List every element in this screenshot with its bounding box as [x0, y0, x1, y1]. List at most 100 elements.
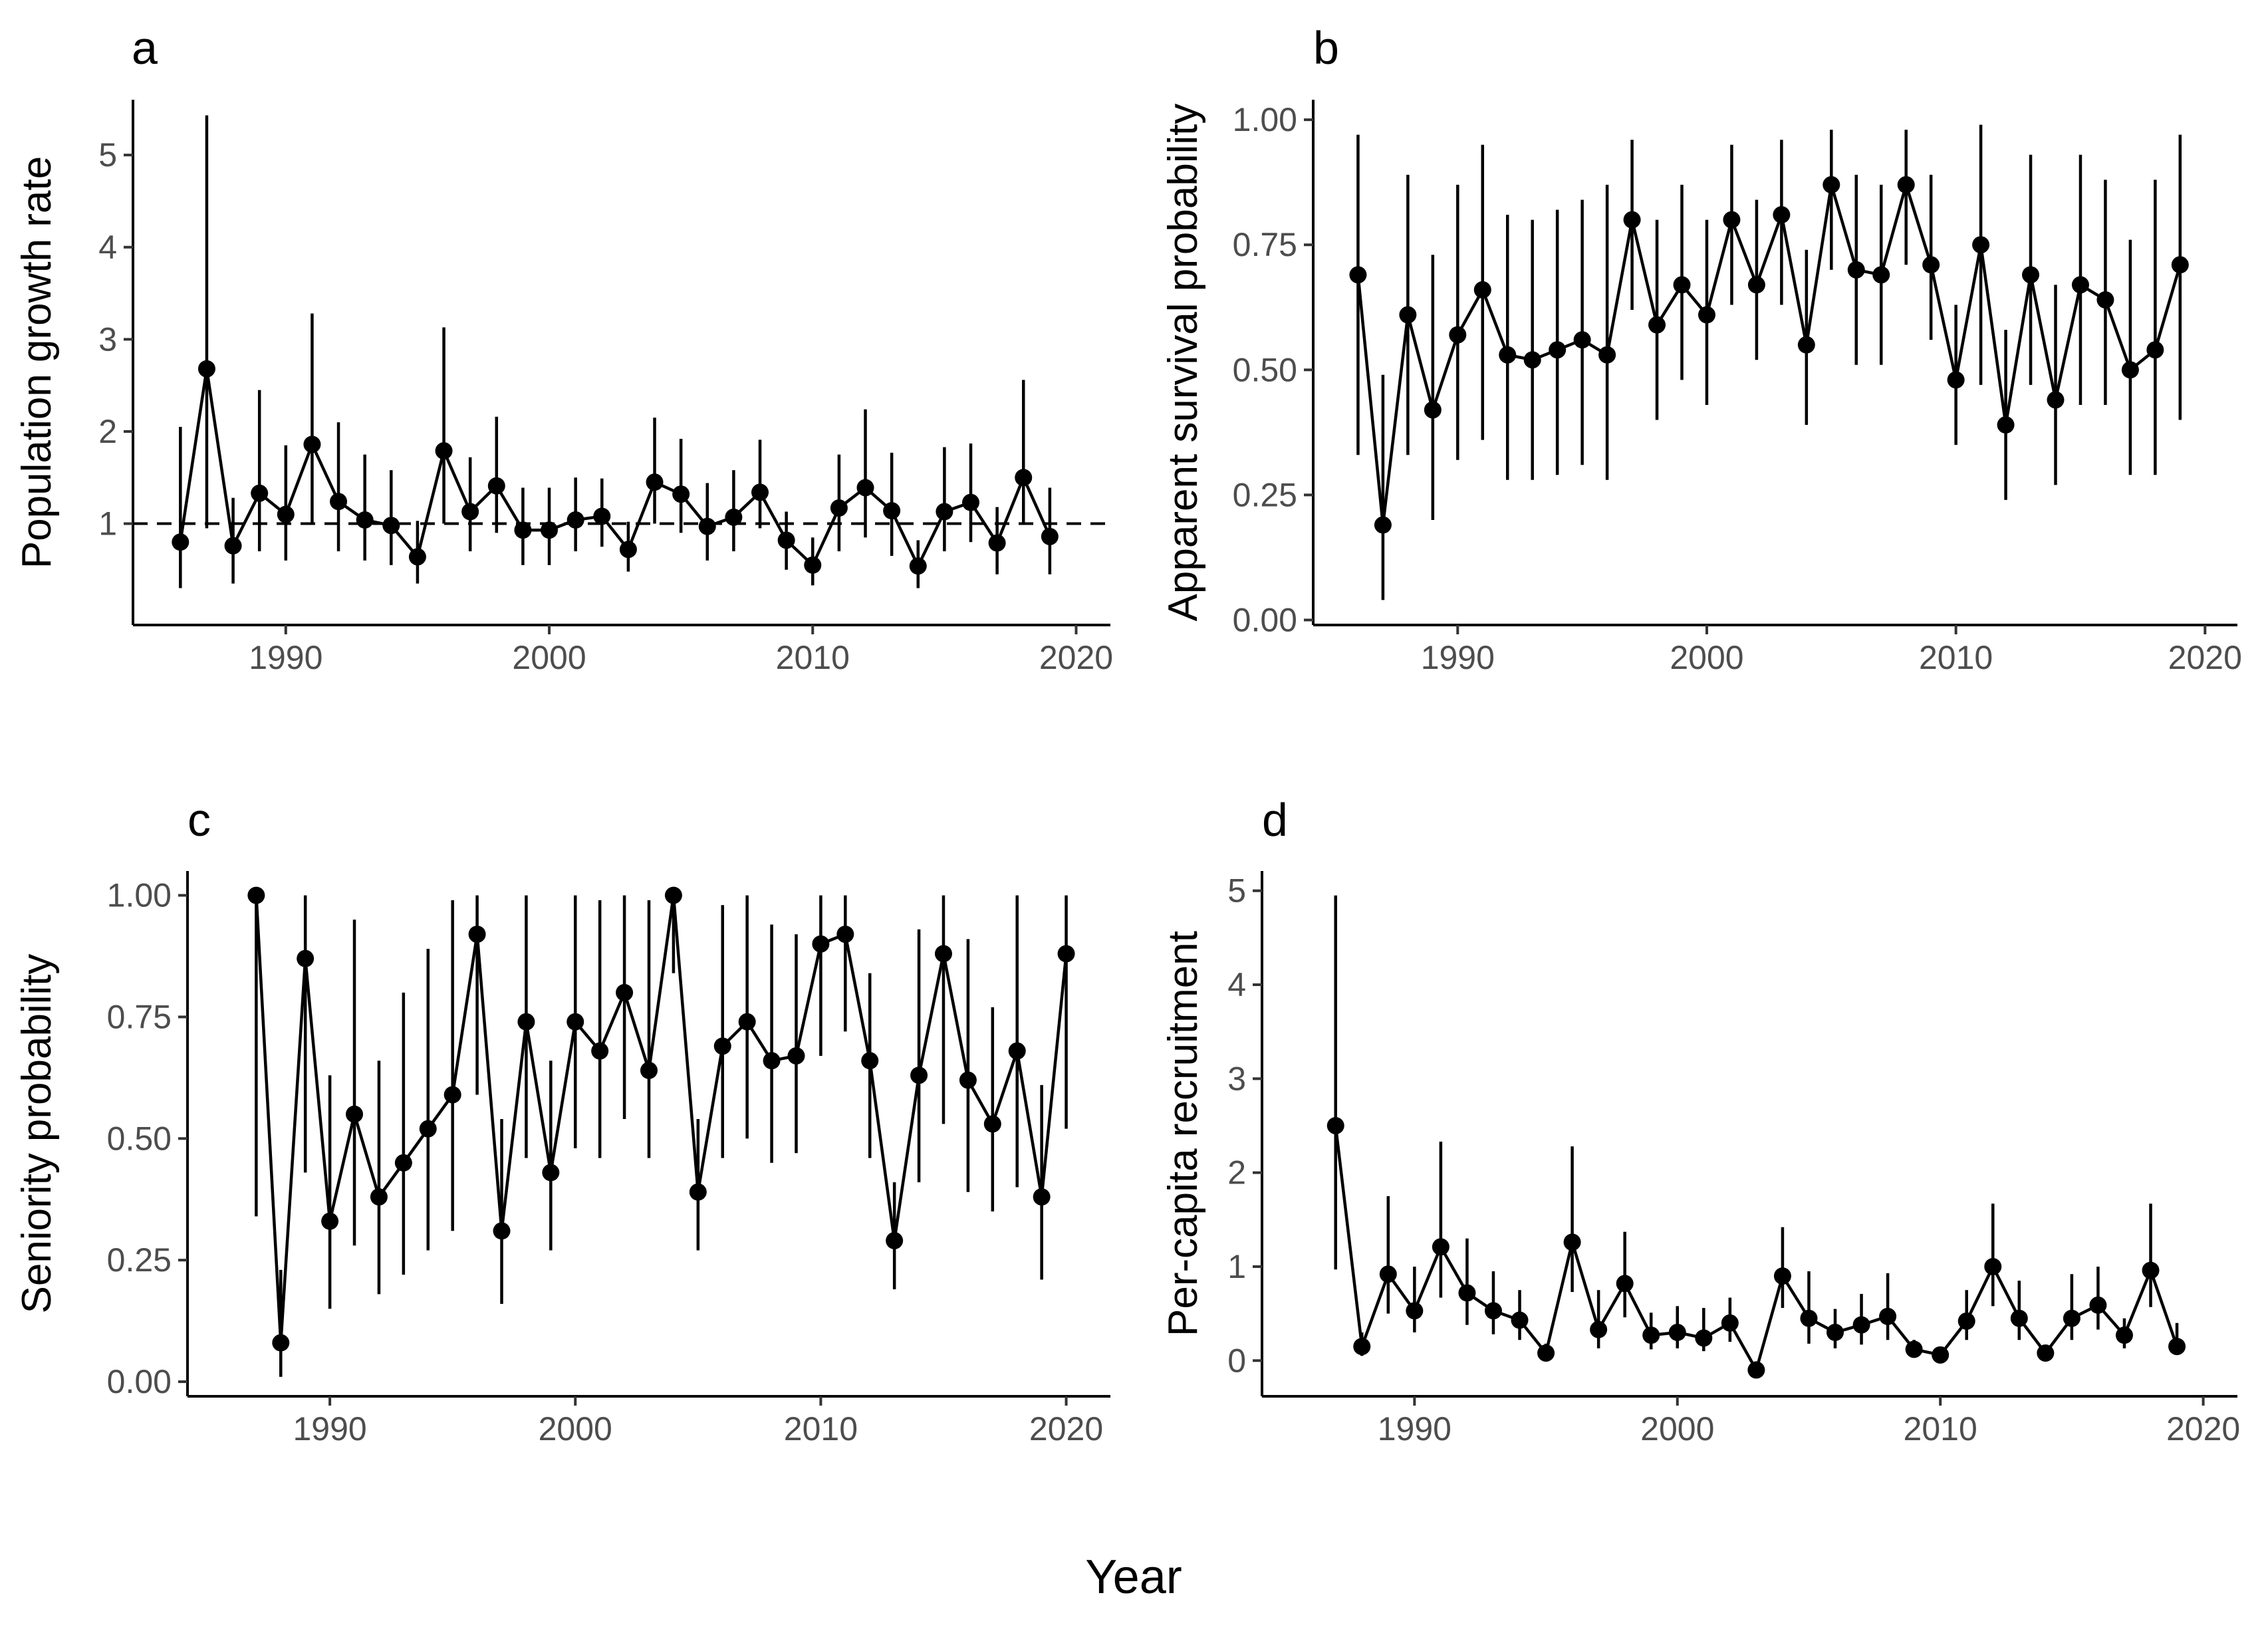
c-data-point: [763, 1052, 781, 1070]
b-data-point: [1797, 336, 1815, 354]
b-data-point: [1424, 401, 1442, 419]
b-data-point: [2096, 291, 2114, 309]
b-data-point: [1972, 236, 1990, 254]
a-data-point: [514, 521, 532, 539]
b-data-point: [1698, 306, 1715, 324]
c-data-point: [272, 1334, 290, 1352]
c-y-tick-label: 0.50: [107, 1120, 172, 1157]
panel-c-letter: c: [188, 794, 211, 846]
d-data-point: [2115, 1326, 2133, 1344]
d-data-point: [1642, 1326, 1660, 1344]
b-data-point: [1473, 281, 1491, 299]
d-y-tick-label: 4: [1227, 966, 1246, 1003]
c-data-point: [787, 1047, 805, 1065]
b-data-point: [1897, 176, 1915, 193]
d-data-point: [1511, 1311, 1529, 1329]
a-data-point: [487, 477, 505, 495]
b-data-point: [2071, 276, 2089, 294]
a-data-point: [988, 534, 1006, 552]
c-y-axis-title: Seniority probability: [14, 953, 60, 1313]
a-data-point: [962, 493, 979, 511]
b-data-point: [1947, 371, 1965, 389]
d-data-point: [1747, 1361, 1765, 1379]
a-data-point: [725, 508, 743, 526]
c-data-point: [419, 1120, 437, 1138]
d-x-tick-label: 2000: [1640, 1410, 1714, 1447]
d-data-point: [1563, 1233, 1581, 1251]
c-data-point: [836, 926, 854, 943]
a-data-point: [197, 360, 215, 378]
a-data-point: [303, 436, 321, 453]
b-data-point: [1922, 256, 1940, 274]
c-data-point: [983, 1115, 1001, 1133]
panel-a-letter: a: [132, 22, 158, 74]
b-data-point: [1773, 206, 1791, 224]
c-data-point: [640, 1061, 658, 1079]
a-y-tick-label: 2: [98, 413, 117, 450]
b-x-tick-label: 2020: [2168, 639, 2242, 676]
d-y-tick-label: 5: [1227, 872, 1246, 910]
b-data-point: [1997, 416, 2015, 434]
c-data-point: [493, 1222, 511, 1240]
c-data-point: [517, 1013, 535, 1031]
d-data-point: [1721, 1314, 1739, 1332]
d-data-point: [1537, 1344, 1555, 1362]
b-x-tick-label: 2000: [1670, 639, 1743, 676]
a-data-point: [330, 493, 348, 511]
d-y-tick-label: 2: [1227, 1154, 1246, 1192]
d-x-tick-label: 2020: [2166, 1410, 2240, 1447]
b-y-axis-title: Apparent survival probability: [1160, 104, 1206, 622]
a-x-tick-label: 2000: [512, 639, 586, 676]
a-data-point: [830, 499, 848, 517]
d-x-tick-label: 1990: [1378, 1410, 1451, 1447]
d-y-axis-title: Per-capita recruitment: [1160, 931, 1206, 1336]
b-data-point: [1847, 261, 1865, 279]
b-data-point: [1399, 306, 1417, 324]
b-series-line: [1356, 179, 2182, 525]
a-x-tick-label: 2020: [1039, 639, 1113, 676]
d-data-point: [1827, 1323, 1844, 1341]
c-data-point: [1057, 945, 1075, 963]
a-data-point: [672, 485, 690, 503]
b-data-point: [2146, 341, 2164, 359]
c-x-tick-label: 1990: [293, 1410, 366, 1447]
c-data-point: [247, 886, 265, 904]
b-x-tick-label: 2010: [1919, 639, 1993, 676]
c-data-point: [1008, 1042, 1026, 1060]
a-data-point: [461, 503, 479, 521]
a-data-point: [1015, 469, 1033, 487]
a-data-point: [408, 548, 426, 566]
a-data-point: [751, 483, 769, 501]
a-data-point: [698, 517, 716, 535]
b-x-tick-label: 1990: [1421, 639, 1495, 676]
c-data-point: [738, 1013, 756, 1031]
c-data-point: [713, 1037, 731, 1055]
panel-a: a 1990 2000 2010 2020 1 2 3 4 5 Population growth…: [14, 22, 1113, 676]
b-data-point: [1499, 346, 1517, 364]
c-data-point: [443, 1086, 461, 1104]
c-data-point: [959, 1071, 977, 1089]
d-x-tick-label: 2010: [1904, 1410, 1977, 1447]
c-data-point: [346, 1105, 364, 1123]
b-data-point: [1523, 351, 1541, 369]
d-data-point: [2037, 1344, 2055, 1362]
c-data-point: [297, 949, 315, 967]
c-y-tick-label: 0.25: [107, 1241, 172, 1279]
b-data-point: [1723, 211, 1741, 229]
c-data-point: [664, 886, 682, 904]
c-data-point: [861, 1052, 879, 1070]
d-data-point: [1406, 1302, 1424, 1320]
b-y-tick-label: 0.75: [1233, 226, 1297, 263]
d-y-tick-label: 1: [1227, 1248, 1246, 1285]
b-data-point: [1673, 276, 1691, 294]
c-data-point: [321, 1212, 339, 1230]
d-data-point: [1432, 1238, 1449, 1256]
a-y-tick-label: 4: [98, 229, 117, 266]
a-data-point: [593, 507, 611, 525]
c-data-point: [468, 926, 486, 943]
c-data-point: [616, 983, 634, 1001]
d-data-point: [1484, 1302, 1502, 1320]
a-data-point: [435, 442, 453, 460]
c-series-line: [255, 895, 1068, 1343]
d-data-point: [1353, 1338, 1371, 1356]
